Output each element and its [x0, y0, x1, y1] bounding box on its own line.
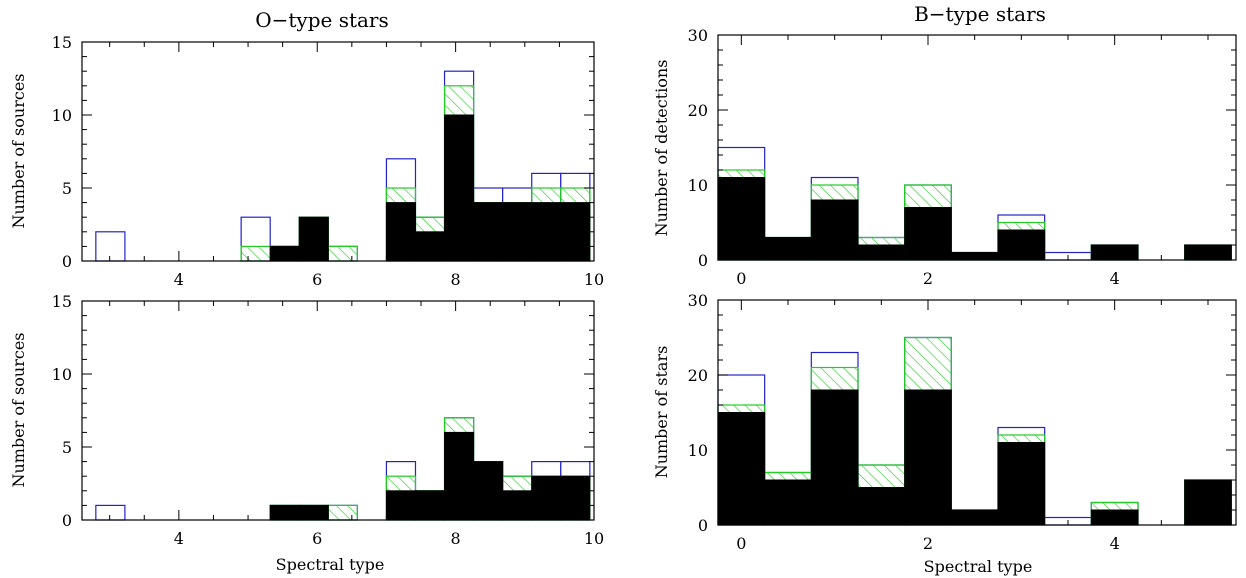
- x-tick-label: 4: [1110, 534, 1120, 553]
- panel-o-type-top: 0 5 10 15 4 6 8 10: [52, 33, 605, 289]
- y-tick-label: 15: [52, 292, 72, 311]
- x-tick-label: 0: [736, 534, 746, 553]
- bar-solid-15: [531, 202, 562, 262]
- y-tick-label: 5: [62, 438, 72, 457]
- x-tick-label: 8: [451, 270, 461, 289]
- x-tick-label: 4: [174, 270, 184, 289]
- y-axis-title-bottom-right: Number of stars: [652, 346, 671, 479]
- y-tick-label: 0: [698, 251, 708, 270]
- bar-hatched-8: [327, 504, 358, 521]
- x-tick-label: 10: [584, 270, 604, 289]
- bar-solid-13: [473, 202, 504, 262]
- plot-frame: [81, 300, 595, 521]
- bar-solid-6: [997, 442, 1046, 526]
- bar-solid-6: [269, 245, 300, 262]
- x-tick-label: 6: [312, 529, 322, 548]
- bar-solid-7: [298, 216, 329, 262]
- x-tick-label: 2: [923, 269, 933, 288]
- bar-solid-10: [385, 202, 416, 262]
- bar-solid-14: [502, 202, 533, 262]
- x-tick-label: 4: [1110, 269, 1120, 288]
- y-tick-label: 10: [688, 441, 708, 460]
- bar-solid-11: [414, 490, 446, 521]
- plot-frame: [717, 299, 1237, 526]
- plot-frame: [717, 34, 1237, 261]
- bar-solid-10: [385, 490, 416, 521]
- panel-o-type-bottom: 0 5 10 15 4 6 8 10: [52, 292, 605, 548]
- x-tick-label: 0: [736, 269, 746, 288]
- bar-outline-0: [95, 504, 126, 521]
- bar-solid-16: [560, 202, 591, 262]
- y-tick-label: 10: [52, 106, 72, 125]
- bar-solid-0: [717, 177, 766, 261]
- y-tick-label: 5: [62, 179, 72, 198]
- y-tick-label: 20: [688, 366, 708, 385]
- y-tick-label: 20: [688, 101, 708, 120]
- y-tick-label: 0: [62, 252, 72, 271]
- bar-solid-11: [414, 231, 446, 262]
- x-tick-label: 6: [312, 270, 322, 289]
- bar-solid-2: [810, 199, 859, 261]
- bar-solid-4: [904, 389, 952, 526]
- bar-solid-13: [473, 461, 504, 521]
- y-tick-label: 30: [688, 291, 708, 310]
- y-axis-title-top-right: Number of detections: [652, 60, 671, 237]
- x-tick-label: 8: [451, 529, 461, 548]
- y-tick-label: 0: [62, 511, 72, 530]
- panel-title-o-type: O−type stars: [255, 8, 389, 32]
- x-tick-label: 10: [584, 529, 604, 548]
- bar-solid-0: [717, 412, 766, 526]
- x-axis-title-bottom-left: Spectral type: [276, 555, 385, 574]
- bar-solid-6: [269, 504, 300, 521]
- bar-solid-12: [444, 431, 475, 521]
- bar-solid-16: [560, 475, 591, 521]
- plot-frame: [81, 41, 595, 262]
- bar-hatched-5: [240, 245, 271, 262]
- bar-solid-10: [1184, 479, 1232, 526]
- bar-solid-15: [531, 475, 562, 521]
- y-tick-label: 15: [52, 33, 72, 52]
- bar-solid-7: [298, 504, 329, 521]
- panel-title-b-type: B−type stars: [914, 2, 1046, 26]
- x-tick-label: 4: [174, 529, 184, 548]
- y-axis-title-bottom-left: Number of sources: [9, 333, 28, 488]
- x-tick-label: 2: [923, 534, 933, 553]
- bar-solid-12: [444, 114, 475, 262]
- bar-solid-14: [502, 490, 533, 521]
- bar-solid-3: [857, 487, 906, 526]
- bar-hatched-8: [327, 245, 358, 262]
- panel-b-type-top: 0 10 20 30 0 2 4: [688, 26, 1237, 288]
- y-tick-label: 0: [698, 516, 708, 535]
- panel-b-type-bottom: 0 10 20 30 0 2 4: [688, 291, 1237, 553]
- y-tick-label: 10: [688, 176, 708, 195]
- bar-solid-2: [810, 389, 859, 526]
- x-axis-title-bottom-right: Spectral type: [924, 557, 1033, 576]
- y-axis-title-top-left: Number of sources: [9, 74, 28, 229]
- y-tick-label: 30: [688, 26, 708, 45]
- bar-solid-1: [764, 479, 812, 526]
- bar-outline-0: [95, 231, 126, 262]
- y-tick-label: 10: [52, 365, 72, 384]
